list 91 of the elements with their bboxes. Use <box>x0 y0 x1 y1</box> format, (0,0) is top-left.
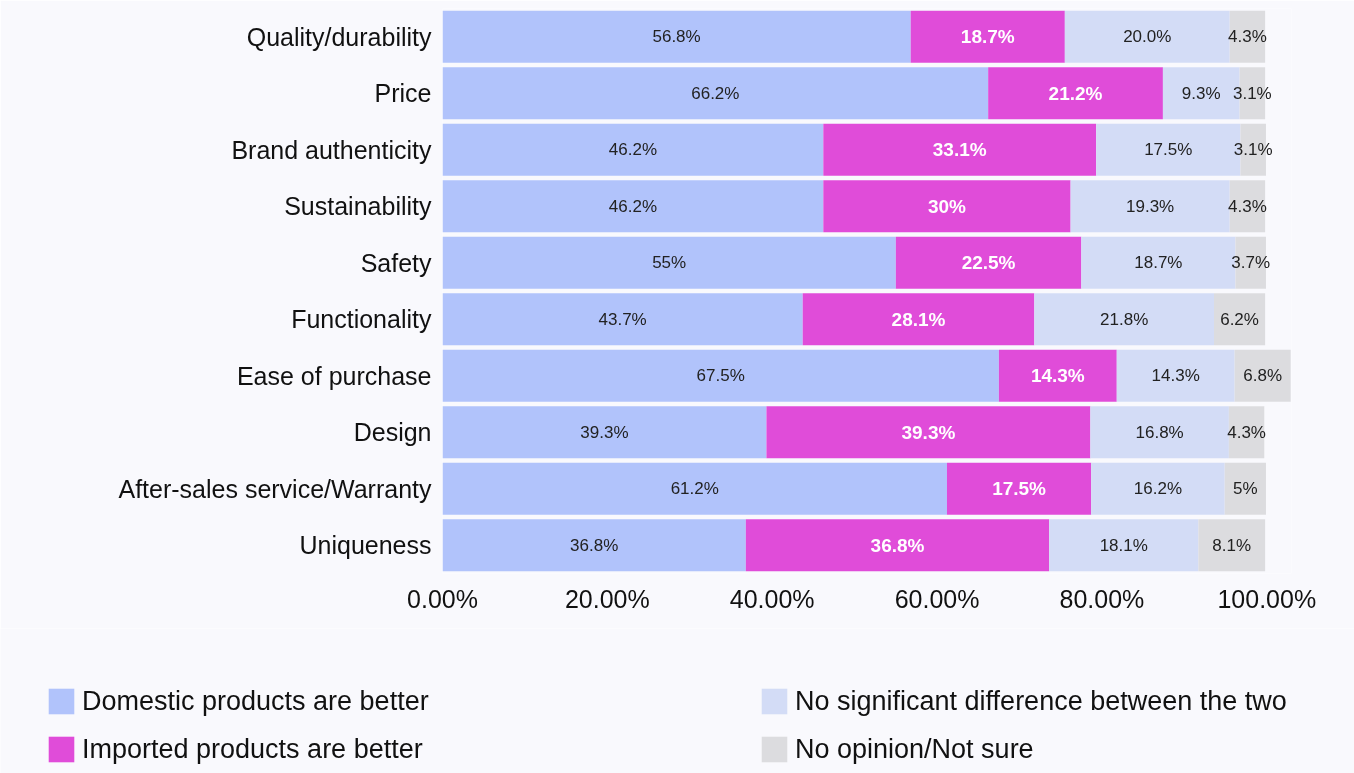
bar <box>1070 180 1230 233</box>
bar <box>1090 406 1229 459</box>
bar <box>1234 349 1291 402</box>
data-label: 55% <box>652 253 687 273</box>
bar <box>766 406 1091 459</box>
bar <box>442 462 947 515</box>
y-tick-label: Brand authenticity <box>231 135 432 164</box>
data-label: 4.3% <box>1228 27 1267 47</box>
data-label: 36.8% <box>570 535 619 555</box>
legend-label: Imported products are better <box>82 733 424 765</box>
x-tick-label: 60.00% <box>894 584 980 613</box>
data-label: 5% <box>1233 479 1258 499</box>
bar <box>998 349 1117 402</box>
data-label: 18.7% <box>960 26 1015 48</box>
y-tick-label: Safety <box>360 248 432 277</box>
x-tick-label: 80.00% <box>1059 584 1145 613</box>
data-label: 18.7% <box>1134 253 1183 273</box>
data-label: 28.1% <box>891 308 946 330</box>
bar <box>802 293 1035 346</box>
bar <box>910 10 1065 63</box>
y-tick-label: Design <box>353 418 432 447</box>
bar <box>442 406 767 459</box>
data-label: 18.1% <box>1099 535 1148 555</box>
bar <box>895 236 1082 289</box>
bar <box>442 349 999 402</box>
bar <box>442 236 896 289</box>
data-label: 4.3% <box>1228 196 1267 216</box>
legend-label: No significant difference between the two <box>795 685 1288 717</box>
data-label: 30% <box>927 195 967 217</box>
data-label: 16.2% <box>1133 479 1183 499</box>
bar <box>1224 462 1266 515</box>
bar <box>442 519 746 572</box>
data-label: 56.8% <box>652 27 701 47</box>
data-label: 19.3% <box>1126 196 1175 216</box>
data-label: 66.2% <box>691 83 740 103</box>
bar <box>442 180 824 233</box>
bar <box>745 519 1050 572</box>
y-tick-label: Price <box>374 79 432 108</box>
data-label: 9.3% <box>1181 83 1221 103</box>
bar <box>1034 293 1215 346</box>
bar <box>442 123 824 176</box>
bar <box>1049 519 1199 572</box>
y-tick-label: Sustainability <box>284 192 432 221</box>
bar <box>823 180 1071 233</box>
bar <box>946 462 1092 515</box>
bar <box>823 123 1097 176</box>
bar <box>442 67 989 120</box>
data-label: 16.8% <box>1135 422 1184 442</box>
y-tick-label: Quality/durability <box>246 22 432 51</box>
data-label: 8.1% <box>1212 535 1252 555</box>
data-label: 36.8% <box>870 534 925 556</box>
y-tick-label: Ease of purchase <box>236 361 432 390</box>
bar <box>1091 462 1225 515</box>
bar <box>442 10 911 63</box>
x-tick-label: 100.00% <box>1217 584 1317 613</box>
data-label: 46.2% <box>608 196 658 216</box>
data-label: 21.2% <box>1048 82 1103 104</box>
bar <box>1116 349 1235 402</box>
data-label: 17.5% <box>992 478 1047 500</box>
data-label: 33.1% <box>932 139 987 161</box>
bar <box>1214 293 1266 346</box>
data-label: 14.3% <box>1151 366 1200 386</box>
data-label: 3.7% <box>1231 253 1271 273</box>
legend-label: Domestic products are better <box>82 685 430 717</box>
data-label: 22.5% <box>961 252 1016 274</box>
x-tick-label: 20.00% <box>564 584 650 613</box>
data-label: 67.5% <box>696 366 745 386</box>
legend-label: No opinion/Not sure <box>795 733 1035 765</box>
bar <box>988 67 1163 120</box>
bar <box>442 293 803 346</box>
y-tick-label: Uniqueness <box>299 531 432 560</box>
data-label: 6.8% <box>1243 366 1283 386</box>
data-label: 4.3% <box>1227 422 1266 442</box>
data-label: 46.2% <box>608 140 658 160</box>
data-label: 6.2% <box>1220 309 1259 329</box>
data-label: 17.5% <box>1144 140 1193 160</box>
y-tick-label: Functionality <box>291 305 432 334</box>
data-label: 20.0% <box>1123 27 1172 47</box>
data-label: 21.8% <box>1100 309 1149 329</box>
data-label: 14.3% <box>1030 365 1085 387</box>
x-tick-label: 0.00% <box>407 584 478 613</box>
data-label: 39.3% <box>580 422 629 442</box>
bar <box>1064 10 1230 63</box>
data-label: 43.7% <box>598 309 647 329</box>
bar <box>1198 519 1266 572</box>
y-tick-label: After-sales service/Warranty <box>118 474 432 503</box>
data-label: 39.3% <box>901 421 956 443</box>
data-label: 3.1% <box>1233 140 1273 160</box>
data-label: 61.2% <box>670 479 719 499</box>
x-tick-label: 40.00% <box>729 584 815 613</box>
data-label: 3.1% <box>1232 83 1272 103</box>
